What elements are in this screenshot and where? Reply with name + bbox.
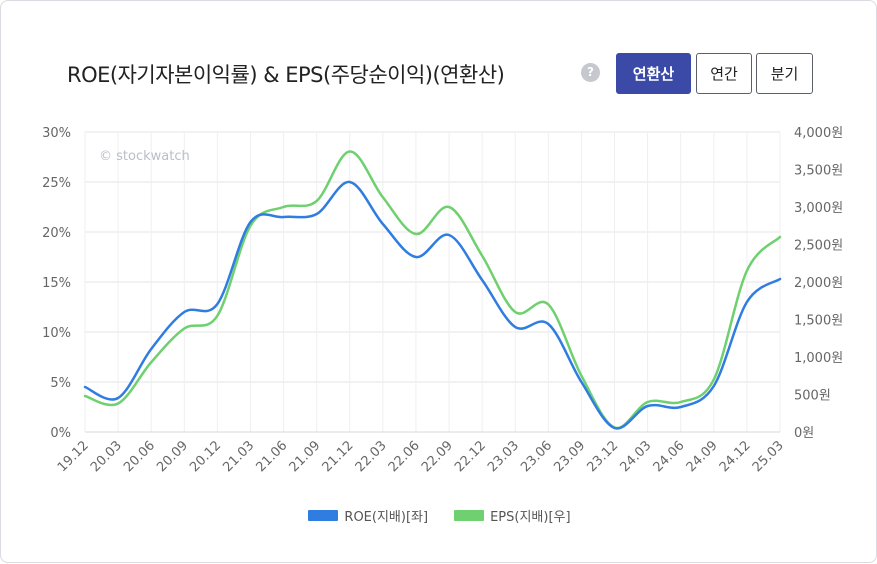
x-tick-label: 22.09 [419,438,456,475]
x-tick-label: 20.12 [187,438,224,475]
x-tick-label: 20.06 [121,438,158,475]
x-tick-label: 25.03 [750,438,787,475]
y-right-tick-label: 4,000원 [794,126,843,141]
x-tick-label: 21.12 [320,438,357,475]
y-left-tick-label: 25% [42,176,71,191]
x-tick-label: 21.09 [287,438,324,475]
legend-label-roe: ROE(지배)[좌] [344,510,429,525]
help-icon[interactable]: ? [581,63,600,82]
chart-legend: ROE(지배)[좌] EPS(지배)[우] [1,506,877,525]
annualized-button[interactable]: 연환산 [616,53,691,94]
watermark: © stockwatch [99,149,190,164]
x-tick-label: 23.09 [551,438,588,475]
y-left-tick-label: 30% [42,126,71,141]
legend-label-eps: EPS(지배)[우] [490,510,571,525]
roe-series-line [83,180,782,430]
x-tick-label: 20.03 [88,438,125,475]
annual-button[interactable]: 연간 [696,53,752,94]
legend-swatch-eps [454,510,485,521]
y-left-tick-label: 20% [42,226,71,241]
page-title: ROE(자기자본이익률) & EPS(주당순이익)(연환산) [67,63,505,87]
legend-item-eps[interactable]: EPS(지배)[우] [454,506,571,525]
x-tick-label: 24.12 [717,438,754,475]
y-left-tick-label: 10% [42,326,71,341]
y-right-tick-label: 0원 [794,426,814,441]
y-right-tick-label: 1,000원 [794,351,843,366]
eps-series-line [83,150,782,430]
y-right-tick-label: 3,500원 [794,164,843,179]
x-tick-label: 21.03 [220,438,257,475]
y-right-tick-label: 2,500원 [794,239,843,254]
legend-swatch-roe [308,510,339,521]
quarterly-button[interactable]: 분기 [756,53,813,94]
y-right-tick-label: 500원 [794,389,831,404]
x-tick-label: 22.03 [353,438,390,475]
x-tick-label: 24.06 [651,438,688,475]
x-tick-label: 20.09 [154,438,191,475]
x-tick-label: 22.12 [452,438,489,475]
x-tick-label: 22.06 [386,438,423,475]
x-tick-label: 23.03 [485,438,522,475]
x-tick-label: 21.06 [253,438,290,475]
y-left-tick-label: 15% [42,276,71,291]
y-right-tick-label: 2,000원 [794,276,843,291]
x-tick-label: 23.12 [584,438,621,475]
x-tick-label: 24.09 [684,438,721,475]
x-tick-label: 19.12 [55,438,92,475]
y-left-tick-label: 0% [50,426,71,441]
y-right-tick-label: 3,000원 [794,201,843,216]
legend-item-roe[interactable]: ROE(지배)[좌] [308,506,428,525]
x-tick-label: 24.03 [618,438,655,475]
y-left-tick-label: 5% [50,376,71,391]
y-right-tick-label: 1,500원 [794,314,843,329]
x-tick-label: 23.06 [518,438,555,475]
